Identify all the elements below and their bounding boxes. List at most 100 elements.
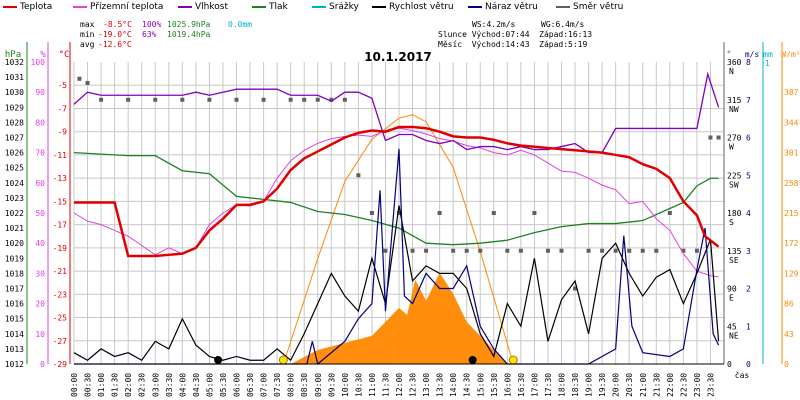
wm2-tick: 344 [784,118,799,127]
x-tick-label: 04:00 [178,373,187,397]
x-tick-label: 08:30 [300,373,309,397]
hpa-tick: 1022 [5,209,24,218]
legend-swatch [3,5,17,8]
wind-direction-point [261,97,266,102]
x-tick-label: 19:30 [598,373,607,397]
legend-item: Směr větru [556,2,623,16]
ms-tick: 0 [746,360,751,369]
legend-label: Teplota [20,2,53,12]
wind-direction-point [559,248,564,253]
stat-max-hum: 100% [142,20,162,29]
sun-elevation-curve [282,114,514,365]
mm-tick: 1 [765,59,770,68]
wind-direction-point [640,248,645,253]
wind-direction-point [99,97,104,102]
chart-title: 10.1.2017 [364,50,432,64]
legend-swatch [468,5,482,8]
x-tick-label: 16:30 [517,373,526,397]
stat-min-hum: 63% [142,30,157,39]
wind-direction-point [424,248,429,253]
legend-label: Směr větru [573,2,624,12]
x-tick-label: 03:30 [165,373,174,397]
celsius-tick: -21 [53,267,68,276]
info-wind-speed: WS:4.2m/s [472,20,516,29]
wind-direction-point [491,211,496,215]
legend-item: Přízemní teplota [73,2,163,16]
stat-avg-temp: -12.6°C [98,40,132,49]
direction-compass-label: W [729,143,734,152]
x-tick-label: 06:00 [233,373,242,397]
hpa-tick: 1019 [5,254,24,263]
wind-direction-point [545,248,550,253]
wind-direction-point [708,135,713,140]
hpa-tick: 1015 [5,315,24,324]
ms-tick: 4 [746,209,751,218]
ms-tick: 3 [746,247,751,256]
sunset-marker [508,355,518,365]
wind-direction-point [573,286,578,291]
hpa-tick: 1021 [5,224,24,233]
stat-avg-label: avg [80,40,95,49]
x-tick-label: 01:30 [111,373,120,397]
percent-tick: 60 [35,179,45,188]
x-tick-label: 23:30 [706,373,715,397]
percent-tick: 80 [35,118,45,127]
legend-item: Teplota [3,2,52,16]
x-tick-label: 06:30 [246,373,255,397]
axis-unit-mm: mm [763,50,773,59]
x-tick-label: 18:00 [558,373,567,397]
series-pressure [73,151,719,246]
x-tick-label: 23:00 [693,373,702,397]
x-tick-label: 05:00 [205,373,214,397]
celsius-tick: -5 [57,81,67,90]
wind-direction-point [410,248,415,253]
direction-tick: 225 [727,171,742,180]
radiation-area [290,272,508,364]
direction-compass-label: S [729,218,734,227]
x-tick-label: 17:00 [530,373,539,397]
wm2-tick: 172 [784,239,799,248]
hpa-tick: 1014 [5,330,24,339]
celsius-tick: -11 [53,151,68,160]
x-tick-label: 07:00 [260,373,269,397]
wm2-tick: 0 [784,360,789,369]
wm2-tick: 301 [784,149,799,158]
legend-label: Tlak [269,2,288,12]
x-tick-label: 15:00 [476,373,485,397]
x-tick-label: 00:30 [84,373,93,397]
legend-swatch [312,5,326,8]
legend-item: Rychlost větru [372,2,454,16]
wind-direction-point [667,211,672,215]
x-tick-label: 00:00 [70,373,79,397]
ms-tick: 2 [746,285,751,294]
wind-direction-point [478,248,483,253]
legend-label: Náraz větru [485,2,538,12]
direction-compass-label: E [729,294,734,303]
hpa-tick: 1016 [5,300,24,309]
wind-direction-point [153,97,158,102]
hpa-tick: 1032 [5,58,24,67]
x-tick-label: 13:30 [436,373,445,397]
x-tick-label: 20:30 [625,373,634,397]
wm2-tick: 387 [784,88,799,97]
x-tick-label: 12:30 [409,373,418,397]
wind-direction-point [180,97,185,102]
axis-unit-percent: % [40,50,46,60]
wind-direction-point [383,248,388,253]
series-humidity [73,71,720,154]
x-tick-label: 13:00 [422,373,431,397]
x-tick-label: 11:30 [381,373,390,397]
celsius-tick: -27 [53,337,68,346]
wind-direction-point [694,248,699,253]
wm2-tick: 86 [784,300,794,309]
direction-tick: 180 [727,209,742,218]
legend-item: Tlak [252,2,288,16]
x-tick-label: 22:30 [679,373,688,397]
legend-swatch [252,5,266,8]
axis-unit-wm2: W/m² [781,50,800,59]
celsius-tick: -9 [57,128,67,137]
x-tick-label: 16:00 [503,373,512,397]
hpa-tick: 1023 [5,194,24,203]
axes: 00:00 00:30 01:00 01:30 02:00 02:30 03:00 03:30… [5,42,800,397]
ms-tick: 7 [746,96,751,105]
